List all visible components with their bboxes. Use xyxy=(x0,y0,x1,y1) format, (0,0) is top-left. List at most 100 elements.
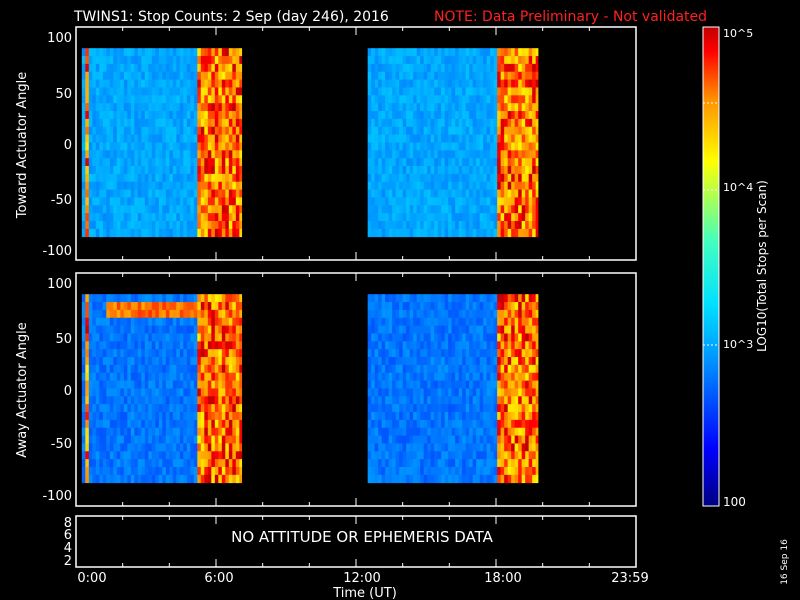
heatmap-cell xyxy=(81,435,86,444)
heatmap-cell xyxy=(204,166,209,175)
heatmap-cell xyxy=(235,63,240,73)
heatmap-cell xyxy=(378,380,383,389)
heatmap-cell xyxy=(151,388,156,397)
heatmap-cell xyxy=(388,459,393,468)
heatmap-cell xyxy=(469,364,474,374)
heatmap-cell xyxy=(511,404,516,413)
heatmap-cell xyxy=(465,181,470,190)
heatmap-cell xyxy=(179,474,184,484)
heatmap-cell xyxy=(127,459,132,468)
heatmap-cell xyxy=(228,451,233,460)
heatmap-cell xyxy=(490,459,495,468)
heatmap-cell xyxy=(532,466,537,476)
heatmap-cell xyxy=(102,364,107,374)
heatmap-cell xyxy=(221,419,226,429)
heatmap-cell xyxy=(374,427,379,436)
heatmap-cell xyxy=(155,87,160,96)
heatmap-cell xyxy=(420,396,425,405)
heatmap-cell xyxy=(232,56,237,65)
heatmap-cell xyxy=(197,166,202,175)
heatmap-cell xyxy=(218,459,223,468)
heatmap-cell xyxy=(430,181,435,190)
heatmap-cell xyxy=(511,173,516,183)
heatmap-cell xyxy=(371,412,376,421)
heatmap-cell xyxy=(462,142,467,151)
heatmap-cell xyxy=(416,364,421,374)
heatmap-cell xyxy=(211,79,216,88)
heatmap-cell xyxy=(444,189,449,198)
heatmap-cell xyxy=(434,294,439,303)
heatmap-cell xyxy=(444,134,449,143)
heatmap-cell xyxy=(141,325,146,334)
heatmap-cell xyxy=(462,111,467,120)
heatmap-cell xyxy=(81,388,86,397)
heatmap-cell xyxy=(455,419,460,429)
heatmap-cell xyxy=(420,63,425,73)
heatmap-cell xyxy=(423,197,428,206)
heatmap-cell xyxy=(190,87,195,96)
heatmap-cell xyxy=(430,150,435,159)
heatmap-cell xyxy=(413,134,418,143)
heatmap-cell xyxy=(204,427,209,436)
heatmap-cell xyxy=(85,309,90,319)
heatmap-cell xyxy=(511,103,516,112)
heatmap-cell xyxy=(521,134,526,143)
heatmap-cell xyxy=(239,166,243,175)
heatmap-cell xyxy=(207,349,212,358)
heatmap-cell xyxy=(200,134,205,143)
heatmap-cell xyxy=(109,63,114,73)
heatmap-cell xyxy=(402,443,407,452)
heatmap-cell xyxy=(455,317,460,326)
heatmap-cell xyxy=(197,87,202,96)
heatmap-cell xyxy=(486,213,491,222)
heatmap-cell xyxy=(367,166,372,175)
heatmap-cell xyxy=(186,71,191,80)
heatmap-cell xyxy=(448,150,453,159)
heatmap-cell xyxy=(130,103,135,112)
heatmap-cell xyxy=(134,95,139,104)
heatmap-cell xyxy=(169,372,174,381)
heatmap-cell xyxy=(151,341,156,350)
heatmap-cell xyxy=(165,364,170,374)
heatmap-cell xyxy=(113,118,118,128)
heatmap-cell xyxy=(535,103,539,112)
heatmap-cell xyxy=(116,349,121,358)
heatmap-cell xyxy=(190,134,195,143)
heatmap-cell xyxy=(399,380,404,389)
heatmap-cell xyxy=(535,474,539,484)
heatmap-cell xyxy=(218,205,223,214)
heatmap-cell xyxy=(186,63,191,73)
heatmap-cell xyxy=(504,372,509,381)
heatmap-cell xyxy=(102,173,107,183)
heatmap-cell xyxy=(204,443,209,452)
heatmap-cell xyxy=(144,126,149,135)
heatmap-cell xyxy=(472,302,477,311)
heatmap-cell xyxy=(85,364,90,374)
heatmap-cell xyxy=(193,325,198,334)
heatmap-cell xyxy=(469,205,474,214)
heatmap-cell xyxy=(88,317,93,326)
heatmap-cell xyxy=(186,228,191,238)
heatmap-cell xyxy=(183,349,188,358)
heatmap-cell xyxy=(444,118,449,128)
heatmap-cell xyxy=(462,419,467,429)
heatmap-cell xyxy=(183,189,188,198)
heatmap-cell xyxy=(235,474,240,484)
heatmap-cell xyxy=(158,443,163,452)
heatmap-cell xyxy=(483,341,488,350)
heatmap-cell xyxy=(395,48,400,57)
heatmap-cell xyxy=(204,372,209,381)
heatmap-cell xyxy=(102,118,107,128)
heatmap-cell xyxy=(148,412,153,421)
heatmap-cell xyxy=(92,213,97,222)
heatmap-cell xyxy=(211,213,216,222)
heatmap-cell xyxy=(183,412,188,421)
heatmap-cell xyxy=(218,419,223,429)
heatmap-cell xyxy=(204,63,209,73)
heatmap-cell xyxy=(169,380,174,389)
heatmap-cell xyxy=(176,357,181,366)
heatmap-cell xyxy=(381,158,386,167)
heatmap-cell xyxy=(402,309,407,319)
heatmap-cell xyxy=(532,380,537,389)
heatmap-cell xyxy=(183,427,188,436)
